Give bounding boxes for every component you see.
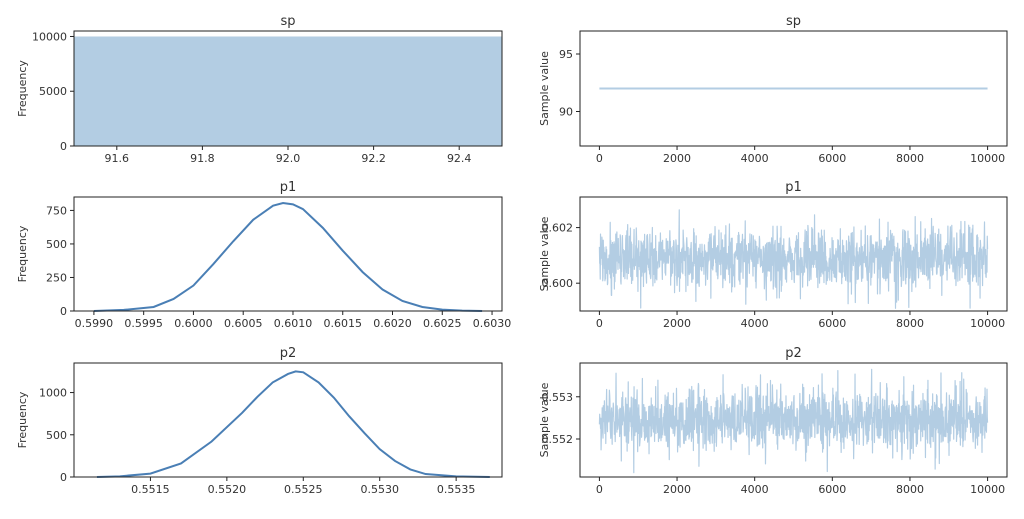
subplot-title: p2 xyxy=(785,346,802,361)
y-tick-label: 0.602 xyxy=(542,222,574,235)
x-tick-label: 10000 xyxy=(970,152,1005,165)
subplot-title: p2 xyxy=(280,346,297,361)
y-tick-label: 1000 xyxy=(39,387,67,400)
trace-line xyxy=(598,209,989,309)
axes-frame xyxy=(579,196,1008,312)
x-tick-label: 0 xyxy=(596,483,603,496)
x-tick-label: 0.6005 xyxy=(224,317,263,330)
x-tick-label: 91.6 xyxy=(105,152,130,165)
x-tick-label: 0 xyxy=(596,152,603,165)
y-tick-label: 0 xyxy=(60,140,67,153)
x-tick-label: 0.6030 xyxy=(473,317,512,330)
y-tick-label: 500 xyxy=(46,238,67,251)
trace-line xyxy=(598,368,989,474)
x-tick-label: 91.8 xyxy=(190,152,215,165)
y-tick-label: 90 xyxy=(559,106,573,119)
x-tick-label: 4000 xyxy=(741,483,769,496)
x-tick-label: 2000 xyxy=(663,483,691,496)
x-tick-label: 8000 xyxy=(896,317,924,330)
y-tick-label: 0.552 xyxy=(542,433,574,446)
subplot-sp-trace: 0 2000 4000 6000 8000 10000 90 95 sp Sample value xyxy=(538,14,1008,165)
x-tick-label: 6000 xyxy=(818,483,846,496)
x-tick-label: 0.5535 xyxy=(437,483,476,496)
x-tick-label: 8000 xyxy=(896,483,924,496)
subplot-p1-trace: 0 2000 4000 6000 8000 10000 0.600 0.602 p1 Sample… xyxy=(538,180,1008,330)
y-axis-label: Sample value xyxy=(538,382,551,457)
y-axis-label: Sample value xyxy=(538,216,551,291)
axes-frame xyxy=(73,196,503,312)
x-tick-label: 92.2 xyxy=(361,152,386,165)
x-tick-label: 10000 xyxy=(970,483,1005,496)
subplot-title: sp xyxy=(786,14,801,29)
x-tick-label: 2000 xyxy=(663,317,691,330)
x-tick-label: 4000 xyxy=(741,152,769,165)
subplot-title: p1 xyxy=(785,180,802,195)
x-tick-label: 0.5995 xyxy=(124,317,163,330)
y-tick-label: 0.553 xyxy=(542,391,574,404)
x-tick-label: 0.5525 xyxy=(284,483,323,496)
y-tick-label: 0 xyxy=(60,305,67,318)
y-tick-label: 95 xyxy=(559,48,573,61)
x-tick-label: 0.6010 xyxy=(274,317,313,330)
x-tick-label: 0.6020 xyxy=(373,317,412,330)
y-tick-label: 750 xyxy=(46,204,67,217)
density-line xyxy=(93,202,483,312)
x-tick-label: 0.6000 xyxy=(174,317,213,330)
axes-frame xyxy=(73,362,503,478)
y-tick-label: 0.600 xyxy=(542,277,574,290)
x-tick-label: 10000 xyxy=(970,317,1005,330)
subplot-p2-histogram: 0.5515 0.5520 0.5525 0.5530 0.5535 0 500 1000 p2… xyxy=(16,346,503,496)
x-tick-label: 6000 xyxy=(818,152,846,165)
subplot-p2-trace: 0 2000 4000 6000 8000 10000 0.552 0.553 p2 Sample… xyxy=(538,346,1008,496)
x-tick-label: 0 xyxy=(596,317,603,330)
x-tick-label: 92.0 xyxy=(276,152,301,165)
x-tick-label: 0.5515 xyxy=(131,483,170,496)
subplot-p1-histogram: 0.5990 0.5995 0.6000 0.6005 0.6010 0.6015 0.60… xyxy=(16,180,511,330)
y-tick-label: 0 xyxy=(60,471,67,484)
y-tick-label: 5000 xyxy=(39,85,67,98)
y-axis-label: Frequency xyxy=(16,391,29,448)
x-tick-label: 0.6015 xyxy=(323,317,362,330)
histogram-bar xyxy=(74,36,502,146)
subplot-title: p1 xyxy=(280,180,297,195)
y-tick-label: 500 xyxy=(46,429,67,442)
y-axis-label: Sample value xyxy=(538,51,551,126)
x-tick-label: 4000 xyxy=(741,317,769,330)
subplot-title: sp xyxy=(280,14,295,29)
x-tick-label: 0.5530 xyxy=(360,483,399,496)
x-tick-label: 8000 xyxy=(896,152,924,165)
density-line xyxy=(96,370,490,478)
subplot-sp-histogram: 91.6 91.8 92.0 92.2 92.4 0 5000 10000 sp Frequenc… xyxy=(16,14,503,165)
axes-frame xyxy=(579,362,1008,478)
x-tick-label: 0.5990 xyxy=(75,317,114,330)
x-tick-label: 92.4 xyxy=(447,152,472,165)
x-tick-label: 0.6025 xyxy=(423,317,462,330)
x-tick-label: 2000 xyxy=(663,152,691,165)
y-tick-label: 10000 xyxy=(32,30,67,43)
x-tick-label: 0.5520 xyxy=(208,483,247,496)
x-tick-label: 6000 xyxy=(818,317,846,330)
y-tick-label: 250 xyxy=(46,271,67,284)
axes-frame xyxy=(579,30,1008,147)
y-axis-label: Frequency xyxy=(16,60,29,117)
y-axis-label: Frequency xyxy=(16,225,29,282)
